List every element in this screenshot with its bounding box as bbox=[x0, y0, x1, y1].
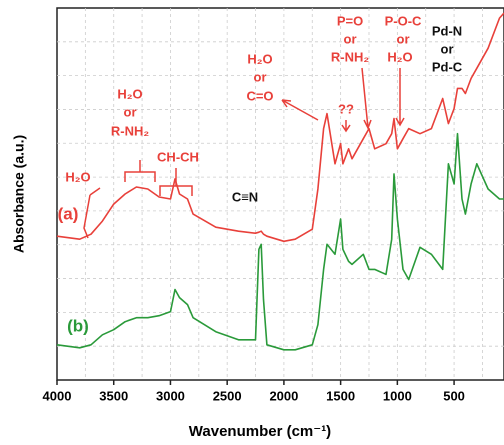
annotation: or bbox=[344, 31, 357, 46]
y-axis-title: Absorbance (a.u.) bbox=[11, 135, 27, 253]
annotation: P=O bbox=[337, 13, 363, 28]
x-tick-label: 2500 bbox=[213, 388, 242, 403]
annotation: CH-CH bbox=[157, 149, 199, 164]
plot-frame bbox=[56, 7, 504, 381]
annotation: or bbox=[254, 69, 267, 84]
annotation: P-O-C bbox=[385, 13, 422, 28]
series-label: (b) bbox=[67, 316, 89, 335]
spectrum-line bbox=[56, 12, 504, 243]
spectrum-line bbox=[56, 132, 504, 351]
annotation: or bbox=[397, 31, 410, 46]
annotation: C=O bbox=[246, 88, 273, 103]
x-tick-label: 2000 bbox=[269, 388, 298, 403]
x-tick-label: 3500 bbox=[99, 388, 128, 403]
annotation: R-NH₂ bbox=[331, 49, 369, 64]
annotation: H₂O bbox=[117, 86, 142, 101]
x-axis-title: Wavenumber (cm⁻¹) bbox=[189, 423, 331, 440]
x-tick-label: 1000 bbox=[383, 388, 412, 403]
annotation: ?? bbox=[338, 101, 354, 116]
annotation: or bbox=[441, 41, 454, 56]
annotation: H₂O bbox=[65, 169, 90, 184]
annotation: H₂O bbox=[247, 51, 272, 66]
annotation: or bbox=[124, 104, 137, 119]
x-tick-label: 3000 bbox=[156, 388, 185, 403]
x-tick-label: 1500 bbox=[326, 388, 355, 403]
annotation: R-NH₂ bbox=[111, 123, 149, 138]
annotation: C≡N bbox=[232, 189, 258, 204]
annotation: Pd-N bbox=[432, 23, 462, 38]
x-tick-label: 500 bbox=[443, 388, 465, 403]
annotation: H₂O bbox=[387, 49, 412, 64]
series-label: (a) bbox=[58, 204, 79, 223]
x-tick-label: 4000 bbox=[43, 388, 72, 403]
annotation: Pd-C bbox=[432, 59, 463, 74]
